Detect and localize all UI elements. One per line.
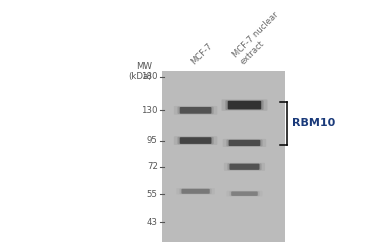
FancyBboxPatch shape bbox=[231, 192, 258, 196]
Text: 43: 43 bbox=[147, 218, 158, 227]
FancyBboxPatch shape bbox=[225, 100, 264, 110]
FancyBboxPatch shape bbox=[180, 137, 211, 144]
FancyBboxPatch shape bbox=[229, 140, 260, 146]
FancyBboxPatch shape bbox=[177, 107, 214, 114]
FancyBboxPatch shape bbox=[228, 163, 261, 170]
FancyBboxPatch shape bbox=[223, 139, 266, 147]
FancyBboxPatch shape bbox=[174, 106, 218, 115]
FancyBboxPatch shape bbox=[177, 137, 214, 144]
FancyBboxPatch shape bbox=[224, 163, 265, 171]
FancyBboxPatch shape bbox=[226, 140, 263, 146]
Text: RBM10: RBM10 bbox=[292, 118, 335, 129]
FancyBboxPatch shape bbox=[228, 101, 261, 109]
Text: MW
(kDa): MW (kDa) bbox=[129, 61, 152, 81]
Text: 95: 95 bbox=[147, 136, 158, 145]
Text: 72: 72 bbox=[147, 162, 158, 171]
Text: MCF-7 nuclear
extract: MCF-7 nuclear extract bbox=[231, 10, 287, 66]
Text: 55: 55 bbox=[147, 190, 158, 199]
FancyBboxPatch shape bbox=[229, 191, 259, 196]
Text: MCF-7: MCF-7 bbox=[189, 41, 214, 66]
FancyBboxPatch shape bbox=[179, 188, 212, 194]
Text: 180: 180 bbox=[141, 73, 158, 81]
FancyBboxPatch shape bbox=[221, 99, 268, 111]
Bar bbox=[162, 71, 285, 242]
FancyBboxPatch shape bbox=[180, 107, 211, 114]
FancyBboxPatch shape bbox=[174, 136, 218, 145]
FancyBboxPatch shape bbox=[181, 189, 210, 194]
FancyBboxPatch shape bbox=[229, 164, 259, 170]
Text: 130: 130 bbox=[141, 106, 158, 115]
